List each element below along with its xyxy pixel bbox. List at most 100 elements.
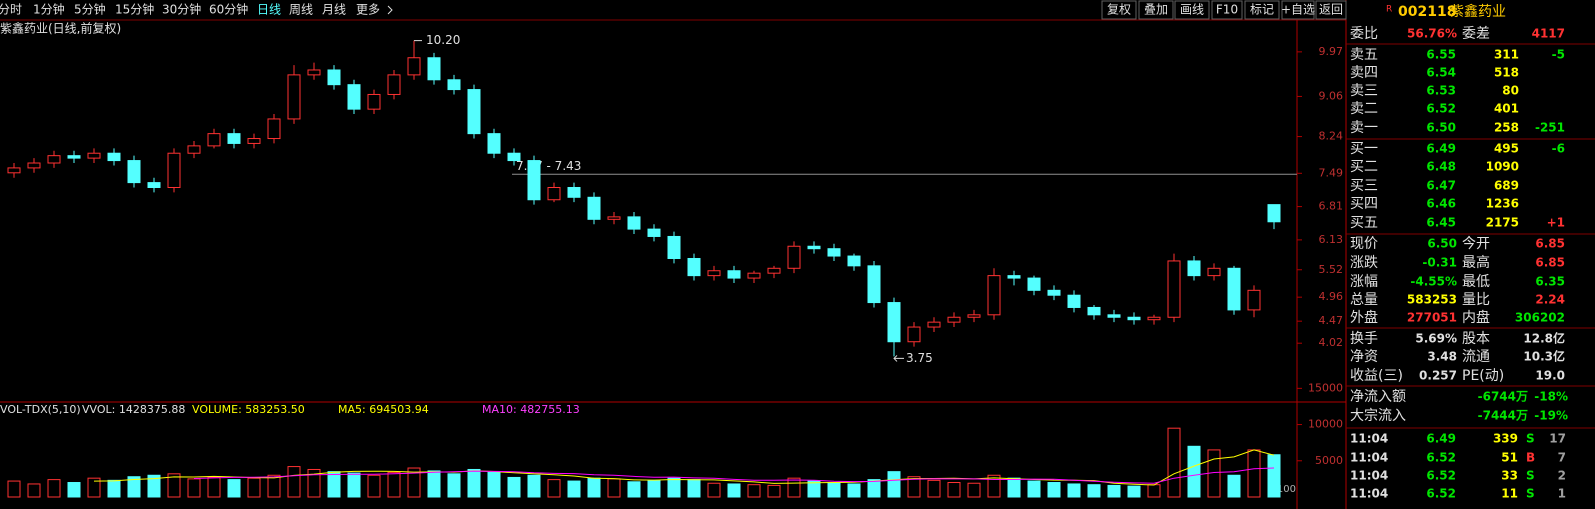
toolbar-button[interactable]: +自选 [1281, 3, 1315, 17]
panel-value: 583253 [1407, 293, 1457, 307]
volume-bar [467, 468, 481, 498]
candle-body [767, 267, 781, 274]
y-tick-label: 15000 [1308, 381, 1343, 394]
candle-body [1167, 260, 1181, 318]
volume-bar [427, 470, 441, 498]
candle-body [1067, 294, 1081, 308]
panel-label: 内盘 [1462, 309, 1490, 326]
volume-bar [927, 479, 941, 498]
volume-legend: MA5: 694503.94 [338, 403, 429, 416]
volume-bar [887, 471, 901, 498]
price-line-label: 7.47 - 7.43 [516, 159, 581, 173]
panel-value: -0.31 [1422, 256, 1457, 270]
panel-label: 最高 [1462, 254, 1490, 271]
candle-body [187, 145, 201, 154]
panel-label: 净资 [1350, 349, 1378, 365]
period-tab[interactable]: 更多 [356, 3, 380, 17]
panel-value: 56.76% [1407, 27, 1457, 41]
period-tab[interactable]: 周线 [289, 3, 313, 17]
volume-bar [1067, 483, 1081, 498]
panel-label: 买四 [1350, 196, 1378, 212]
panel-value: 12.8亿 [1523, 331, 1565, 346]
toolbar-button[interactable]: F10 [1216, 3, 1238, 17]
y-tick-label: 8.24 [1319, 130, 1344, 143]
panel-label: PE(动) [1462, 368, 1504, 384]
panel-label: 买五 [1350, 215, 1378, 231]
panel-label: 卖二 [1350, 101, 1378, 117]
candle-body [387, 74, 401, 95]
candle-body [567, 186, 581, 198]
panel-value: 1236 [1486, 197, 1519, 211]
panel-value: 6.52 [1426, 102, 1456, 116]
volume-bar [567, 480, 581, 498]
panel-label: 买三 [1350, 178, 1378, 194]
panel-value: 6.49 [1426, 142, 1456, 156]
candle-body [1047, 289, 1061, 296]
volume-bar [287, 466, 301, 498]
volume-bar [147, 474, 161, 498]
panel-label: 委差 [1462, 26, 1490, 42]
candle-body [927, 321, 941, 328]
panel-value: -5 [1552, 48, 1565, 62]
panel-flag: R [1386, 5, 1392, 15]
candle-body [107, 152, 121, 162]
candle-body [267, 118, 281, 140]
volume-ma-line [193, 467, 1275, 484]
panel-value: 6.48 [1426, 160, 1456, 174]
panel-value: 258 [1494, 121, 1519, 135]
volume-bar [827, 482, 841, 498]
candle-body [7, 167, 21, 174]
volume-legend: VOL-TDX(5,10) [0, 403, 81, 416]
volume-bar [1107, 484, 1121, 498]
panel-label: 今开 [1462, 236, 1490, 252]
annotation-label: 3.75 [906, 351, 933, 365]
volume-bar [1127, 485, 1141, 498]
volume-bar [87, 477, 101, 498]
panel-value: 11:04 [1350, 487, 1388, 501]
panel-value: 11 [1501, 487, 1518, 501]
toolbar-button[interactable]: 标记 [1250, 3, 1274, 17]
panel-value: -18% [1534, 390, 1568, 404]
volume-bar [707, 482, 721, 498]
candle-body [687, 257, 701, 277]
panel-label: 量比 [1462, 292, 1490, 308]
volume-bar [647, 479, 661, 498]
panel-label: 买二 [1350, 159, 1378, 175]
period-tab[interactable]: 分时 [0, 3, 22, 17]
toolbar-button[interactable]: 画线 [1180, 3, 1204, 17]
candle-body [367, 93, 381, 110]
period-tab[interactable]: 日线 [257, 3, 281, 17]
panel-value: 51 [1501, 451, 1518, 465]
period-tab[interactable]: 1分钟 [33, 2, 65, 17]
period-tab[interactable]: 15分钟 [115, 2, 154, 17]
period-tab[interactable]: 月线 [322, 3, 346, 17]
toolbar-button[interactable]: 叠加 [1144, 3, 1168, 17]
panel-label: 卖一 [1350, 120, 1378, 136]
volume-bar [627, 481, 641, 498]
panel-value: 339 [1493, 432, 1518, 446]
toolbar-button[interactable]: 复权 [1107, 3, 1131, 17]
y-tick-label: 6.81 [1319, 200, 1344, 213]
period-tab[interactable]: 60分钟 [209, 2, 248, 17]
candle-body [727, 270, 741, 279]
toolbar-button-frame [1244, 0, 1280, 20]
panel-value: 2 [1558, 469, 1566, 483]
volume-bar [547, 479, 561, 498]
candle-body [467, 89, 481, 135]
panel-value: 6.46 [1426, 197, 1456, 211]
toolbar-button[interactable]: 返回 [1319, 3, 1343, 17]
toolbar-button-frame [1174, 0, 1210, 20]
volume-bar [1087, 484, 1101, 498]
panel-label: 收益(三) [1350, 368, 1403, 384]
panel-value: -6744万 [1478, 390, 1528, 404]
period-tab[interactable]: 30分钟 [162, 2, 201, 17]
volume-bar [1187, 445, 1201, 498]
volume-bar [267, 474, 281, 498]
panel-label: 委比 [1350, 26, 1378, 42]
period-tab[interactable]: 5分钟 [74, 2, 106, 17]
panel-value: 2175 [1486, 216, 1519, 230]
panel-value: 1090 [1486, 160, 1519, 174]
candle-body [1087, 306, 1101, 316]
volume-bar [867, 479, 881, 498]
